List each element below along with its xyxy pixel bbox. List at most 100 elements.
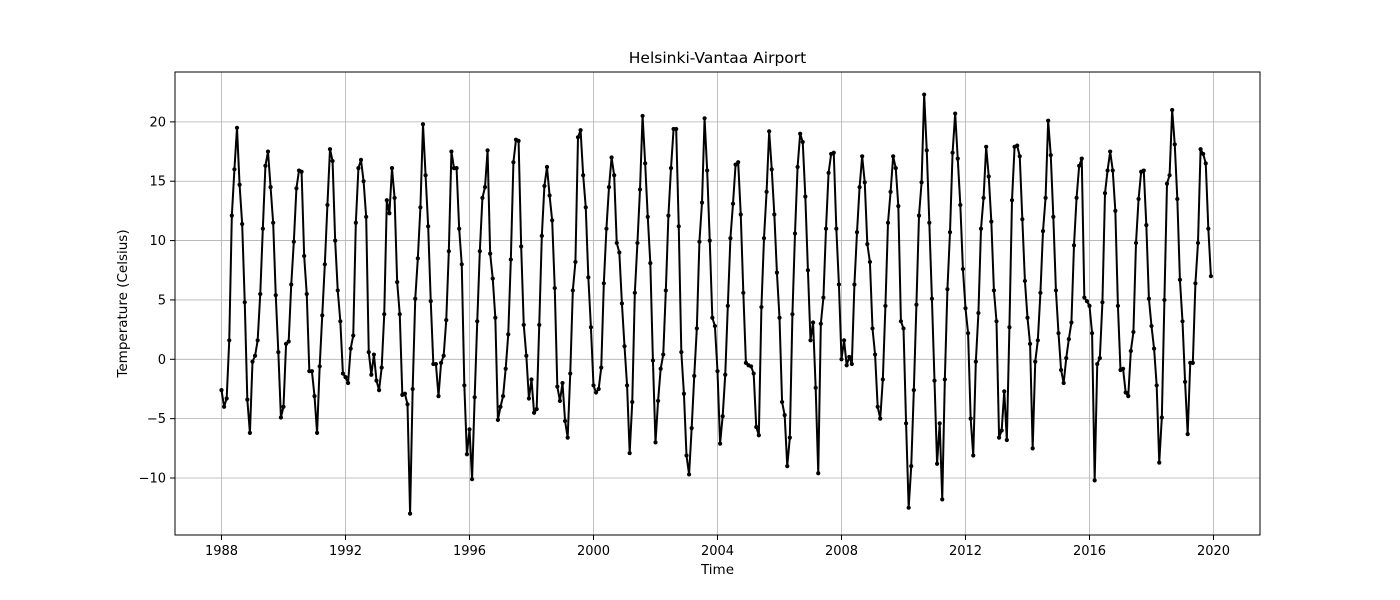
- data-point: [317, 364, 322, 369]
- data-point: [831, 150, 836, 155]
- data-point: [299, 169, 304, 174]
- data-point: [273, 293, 278, 298]
- data-point: [369, 372, 374, 377]
- x-axis-label: Time: [700, 562, 734, 578]
- data-point: [717, 441, 723, 446]
- x-tick-label: 2000: [577, 544, 610, 559]
- data-point: [237, 182, 242, 187]
- x-tick-label: 2012: [949, 544, 982, 559]
- data-point: [950, 150, 955, 155]
- data-point: [1193, 281, 1198, 286]
- data-point: [1146, 296, 1152, 301]
- data-point: [348, 346, 353, 351]
- data-point: [1206, 226, 1211, 231]
- data-point: [462, 383, 467, 388]
- data-point: [940, 497, 945, 502]
- data-point: [849, 361, 854, 367]
- data-point: [1203, 161, 1208, 166]
- data-point: [364, 214, 369, 219]
- data-point: [519, 244, 524, 249]
- data-point: [1092, 478, 1097, 483]
- data-point: [663, 288, 668, 293]
- data-point: [981, 195, 986, 200]
- data-point: [934, 461, 940, 466]
- data-point: [1162, 297, 1167, 303]
- data-point: [550, 218, 555, 223]
- data-point: [459, 262, 464, 267]
- data-point: [612, 173, 617, 178]
- data-point: [867, 259, 873, 265]
- data-point: [320, 313, 325, 318]
- data-point: [803, 194, 808, 199]
- data-point: [361, 179, 366, 184]
- data-point: [219, 388, 224, 393]
- data-point: [684, 453, 689, 458]
- data-point: [674, 126, 679, 132]
- y-tick-label: −5: [147, 412, 166, 427]
- data-point: [531, 410, 537, 415]
- data-point: [578, 128, 583, 133]
- data-point: [562, 418, 568, 424]
- data-point: [1157, 460, 1162, 465]
- data-point: [410, 386, 415, 392]
- data-point: [617, 250, 622, 255]
- data-point: [699, 200, 705, 205]
- data-point: [782, 412, 787, 418]
- data-point: [265, 149, 271, 154]
- data-point: [1154, 383, 1159, 388]
- x-tick-label: 2004: [701, 544, 734, 559]
- y-tick-label: 0: [158, 353, 166, 368]
- data-point: [847, 354, 852, 360]
- data-point: [1040, 228, 1046, 234]
- data-point: [309, 369, 315, 374]
- y-tick-label: −10: [139, 472, 166, 487]
- data-point: [1180, 319, 1185, 324]
- data-point: [1095, 361, 1100, 367]
- data-point: [1020, 217, 1025, 222]
- data-point: [1144, 223, 1149, 228]
- data-point: [1115, 303, 1121, 308]
- data-point: [382, 312, 387, 317]
- data-point: [960, 266, 966, 272]
- data-point: [503, 366, 508, 371]
- data-point: [976, 310, 981, 316]
- data-point: [500, 394, 506, 399]
- data-point: [467, 427, 472, 432]
- data-point: [1128, 348, 1133, 354]
- data-point: [477, 249, 482, 254]
- data-point: [526, 396, 532, 401]
- data-point: [1108, 149, 1113, 154]
- data-point: [823, 226, 829, 231]
- data-point: [454, 166, 459, 171]
- data-point: [666, 213, 671, 218]
- data-point: [428, 299, 433, 304]
- data-point: [485, 148, 490, 153]
- data-point: [826, 170, 831, 176]
- data-point: [252, 353, 258, 358]
- data-point: [821, 295, 826, 300]
- data-point: [583, 205, 588, 210]
- data-point: [1064, 356, 1069, 361]
- data-point: [508, 257, 513, 262]
- data-point: [927, 220, 932, 225]
- data-point: [1182, 379, 1188, 384]
- data-point: [1172, 142, 1177, 147]
- data-point: [805, 268, 811, 273]
- data-point: [893, 166, 898, 171]
- data-point: [875, 404, 880, 409]
- data-point: [764, 189, 769, 195]
- data-point: [568, 371, 573, 376]
- data-point: [338, 319, 343, 324]
- data-point: [609, 155, 614, 160]
- data-point: [973, 359, 978, 364]
- data-point: [539, 233, 544, 238]
- data-point: [333, 238, 338, 243]
- data-point: [922, 92, 927, 97]
- data-point: [818, 321, 823, 326]
- data-point: [676, 224, 681, 229]
- data-point: [878, 416, 883, 421]
- data-point: [327, 147, 333, 152]
- data-point: [1048, 153, 1053, 158]
- data-point: [524, 353, 529, 358]
- data-point: [996, 435, 1002, 440]
